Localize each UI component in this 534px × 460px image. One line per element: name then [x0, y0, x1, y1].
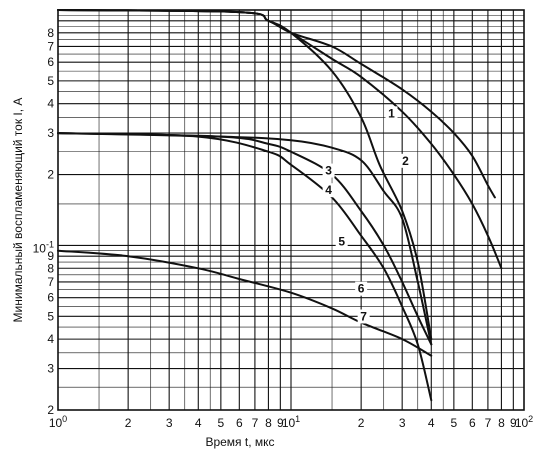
y-tick-label: 6 — [47, 291, 54, 305]
curve-label-6: 6 — [358, 282, 365, 296]
grid-major — [58, 10, 524, 410]
y-tick-label: 7 — [47, 275, 54, 289]
x-tick-label: 5 — [218, 416, 225, 430]
curve-label-bg-1 — [385, 106, 398, 121]
curve-4 — [57, 132, 433, 346]
plot-frame — [57, 9, 525, 411]
curve-label-bg-5 — [335, 234, 348, 249]
y-tick-label: 4 — [47, 332, 54, 346]
series-layer — [57, 9, 503, 402]
y-tick-label: 3 — [47, 126, 54, 140]
y-tick-label: 8 — [47, 26, 54, 40]
curve-label-5: 5 — [338, 234, 345, 248]
x-tick-label: 102 — [515, 414, 533, 430]
x-tick-label: 7 — [485, 416, 492, 430]
y-tick-label: 2 — [47, 403, 54, 417]
y-tick-label: 7 — [47, 39, 54, 53]
y-tick-label: 9 — [47, 249, 54, 263]
y-axis-title: Минимальный воспламеняющий ток I, А — [11, 98, 25, 323]
curve-5 — [57, 132, 433, 346]
x-tick-label: 6 — [236, 416, 243, 430]
x-tick-label: 8 — [498, 416, 505, 430]
curve-3 — [57, 9, 433, 341]
curve-label-bg-6 — [355, 281, 368, 296]
x-tick-label: 9 — [277, 416, 284, 430]
y-tick-label: 4 — [47, 97, 54, 111]
curve-label-bg-7 — [357, 309, 370, 324]
x-tick-label: 4 — [428, 416, 435, 430]
x-tick-label: 3 — [166, 416, 173, 430]
curve-label-bg-4 — [322, 183, 335, 198]
x-tick-label: 9 — [510, 416, 517, 430]
curve-label-7: 7 — [360, 309, 367, 323]
x-tick-label: 7 — [252, 416, 259, 430]
curve-label-3: 3 — [325, 164, 332, 178]
curve-label-2: 2 — [402, 154, 409, 168]
x-tick-label: 101 — [282, 414, 300, 430]
x-tick-label: 8 — [265, 416, 272, 430]
x-axis-title: Время t, мкс — [205, 435, 274, 449]
curve-7 — [57, 249, 433, 357]
y-tick-label: 2 — [47, 168, 54, 182]
series-labels: 1 2 3 4 5 6 7 — [322, 106, 412, 324]
curve-6 — [57, 132, 433, 402]
x-tick-label: 5 — [451, 416, 458, 430]
curve-label-bg-3 — [322, 163, 335, 178]
x-tick-label: 4 — [195, 416, 202, 430]
y-tick-label: 5 — [47, 309, 54, 323]
x-tick-label: 3 — [399, 416, 406, 430]
x-tick-label: 2 — [125, 416, 132, 430]
y-tick-label: 6 — [47, 55, 54, 69]
x-tick-label: 2 — [358, 416, 365, 430]
curve-label-4: 4 — [325, 183, 332, 197]
y-tick-label: 3 — [47, 362, 54, 376]
x-tick-label: 6 — [469, 416, 476, 430]
curve-label-bg-2 — [399, 153, 412, 168]
curve-label-1: 1 — [388, 106, 395, 120]
y-tick-label: 8 — [47, 261, 54, 275]
y-tick-label: 5 — [47, 74, 54, 88]
